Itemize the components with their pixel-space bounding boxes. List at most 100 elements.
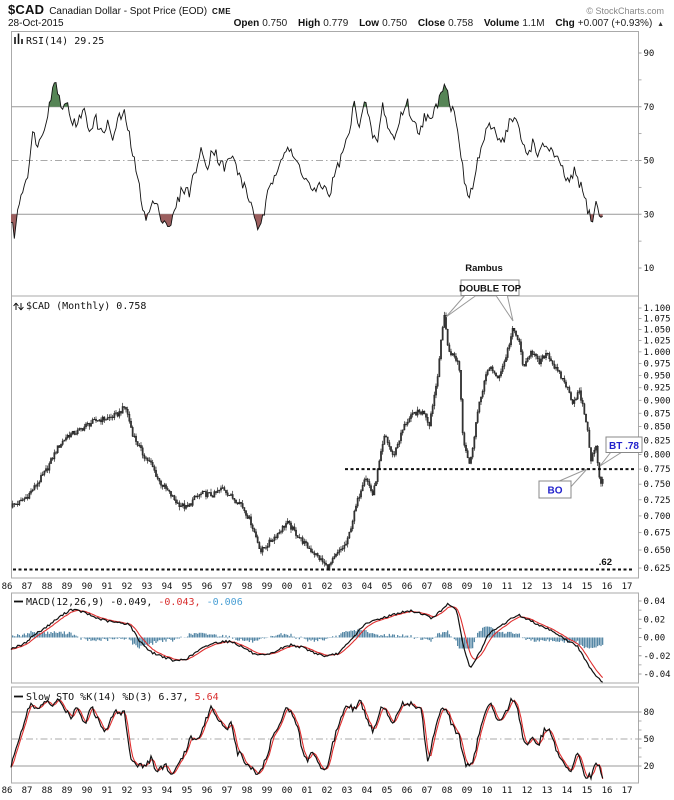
volume-label: Volume: [483, 18, 520, 29]
sto-label: Slow STO %K(14) %D(3): [26, 692, 152, 703]
macd-histogram: [12, 626, 604, 649]
rsi-overbought-fill: [48, 82, 61, 107]
sto-panel-frame: [11, 686, 639, 784]
price-axis-label: 1.100: [644, 304, 671, 314]
year-axis-label: 95: [182, 582, 193, 592]
rsi-axis-label: 30: [644, 210, 655, 220]
rsi-axis-label: 10: [644, 264, 655, 274]
year-axis-label: 04: [362, 786, 373, 796]
year-axis-label: 87: [22, 582, 33, 592]
year-axis-label: 00: [282, 582, 293, 592]
instrument-title: Canadian Dollar - Spot Price (EOD): [49, 6, 208, 17]
rsi-line: [10, 82, 603, 239]
high-value: 0.779: [323, 18, 349, 29]
macd-line: [10, 602, 603, 683]
sto-k-line: [10, 697, 604, 782]
price-axis-label: 0.850: [644, 423, 671, 433]
year-axis-label: 17: [622, 786, 633, 796]
backtest-text: BT .78: [609, 441, 639, 452]
year-axis-label: 16: [602, 582, 613, 592]
year-axis-label: 12: [522, 582, 533, 592]
year-axis-label: 14: [562, 786, 573, 796]
year-axis-label: 05: [382, 786, 393, 796]
quote-strip: Open 0.750 High 0.779 Low 0.750 Close 0.758 …: [226, 18, 664, 29]
rsi-oversold-fill: [159, 214, 173, 227]
annotation-backtest: BT .78: [599, 436, 643, 467]
macd-axis-label: 0.04: [644, 597, 666, 607]
year-axis-label: 08: [442, 582, 453, 592]
year-axis-label: 01: [302, 786, 313, 796]
price-axis-label: 1.050: [644, 325, 671, 335]
price-panel-frame: [11, 295, 639, 579]
price-axis-label: 1.000: [644, 348, 671, 358]
year-axis-label: 03: [342, 582, 353, 592]
year-axis-label: 12: [522, 786, 533, 796]
up-arrow-icon: ▲: [657, 21, 664, 28]
year-axis-label: 86: [2, 582, 13, 592]
year-axis-label: 08: [442, 786, 453, 796]
stockcharts-credit: © StockCharts.com: [586, 6, 664, 16]
year-axis-label: 10: [482, 582, 493, 592]
rsi-panel-frame: [11, 31, 639, 297]
price-axis-label: 0.750: [644, 480, 671, 490]
rsi-plot: [10, 82, 639, 239]
double-top-text: DOUBLE TOP: [459, 284, 522, 295]
price-candle-wicks: [12, 311, 604, 571]
close-label: Close: [417, 18, 446, 29]
open-label: Open: [233, 18, 260, 29]
year-axis-label: 13: [542, 786, 553, 796]
year-axis-label: 97: [222, 786, 233, 796]
year-axis-label: 91: [102, 582, 113, 592]
macd-axis-label: 0.00: [644, 634, 666, 644]
year-axis-label: 94: [162, 786, 173, 796]
year-axis-label: 09: [462, 786, 473, 796]
price-plot: [11, 311, 634, 571]
year-axis-label: 93: [142, 582, 153, 592]
price-axis-label: 0.700: [644, 512, 671, 522]
year-axis-label: 91: [102, 786, 113, 796]
year-axis-label: 88: [42, 582, 53, 592]
year-axis-label: 92: [122, 582, 133, 592]
rsi-axis-label: 90: [644, 49, 655, 59]
price-candles: [11, 315, 604, 571]
year-axis-label: 05: [382, 582, 393, 592]
year-axis-label: 15: [582, 582, 593, 592]
year-axis-label: 14: [562, 582, 573, 592]
year-axis-label: 16: [602, 786, 613, 796]
year-axis-label: 07: [422, 582, 433, 592]
year-axis-label: 88: [42, 786, 53, 796]
ticker-symbol: $CAD: [8, 2, 45, 17]
year-axis-label: 96: [202, 582, 213, 592]
sto-axis-label: 80: [644, 708, 655, 718]
macd-plot: [10, 602, 604, 683]
chg-value: +0.007 (+0.93%): [577, 18, 653, 29]
price-axis-label: 0.675: [644, 529, 671, 539]
header-quote-row: 28-Oct-2015 Open 0.750 High 0.779 Low 0.750…: [0, 17, 674, 29]
year-axis-label: 96: [202, 786, 213, 796]
header-title-row: $CAD Canadian Dollar - Spot Price (EOD) …: [0, 0, 674, 17]
year-axis-label: 99: [262, 582, 273, 592]
breakout-text: BO: [548, 486, 563, 497]
chg-label: Chg: [555, 18, 575, 29]
exchange-label: CME: [212, 7, 232, 16]
sto-d-line: [10, 699, 604, 780]
year-axis-label: 13: [542, 582, 553, 592]
year-axis-label: 10: [482, 786, 493, 796]
support-62-label: .62: [599, 557, 612, 568]
rsi-axis-label: 70: [644, 103, 655, 113]
sto-k-value: 6.37,: [158, 692, 188, 703]
backtest-box: [605, 436, 643, 453]
annotation-double-top: DOUBLE TOP: [445, 279, 522, 322]
macd-value: -0.049,: [110, 597, 152, 608]
year-axis-label: 90: [82, 786, 93, 796]
price-axis-label: 0.975: [644, 359, 671, 369]
rsi-axis-label: 50: [644, 157, 655, 167]
year-axis-label: 86: [2, 786, 13, 796]
sto-d-value: 5.64: [195, 692, 219, 703]
rsi-indicator-icon: [14, 33, 23, 44]
backtest-tail: [599, 451, 624, 467]
price-axis-label: 0.725: [644, 496, 671, 506]
price-value: 0.758: [116, 301, 146, 312]
price-axis-label: 1.025: [644, 336, 671, 346]
year-axis-label: 92: [122, 786, 133, 796]
